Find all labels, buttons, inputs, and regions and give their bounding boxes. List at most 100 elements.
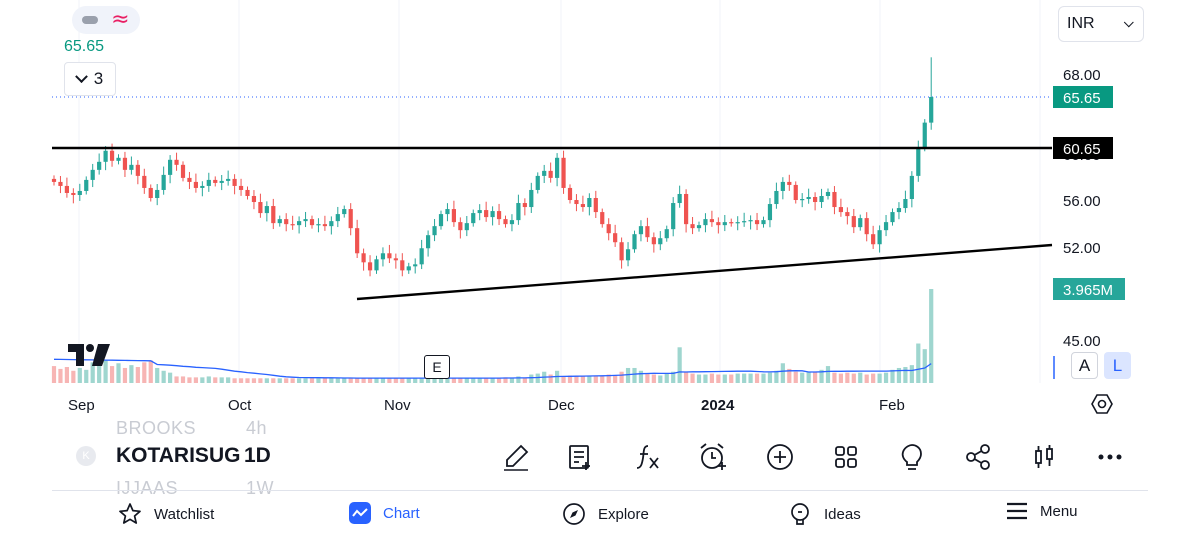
candle[interactable]	[845, 212, 850, 217]
candle[interactable]	[709, 219, 714, 223]
candle[interactable]	[864, 218, 869, 235]
candle[interactable]	[51, 178, 57, 182]
candle[interactable]	[490, 211, 495, 218]
candle[interactable]	[367, 262, 373, 271]
candle[interactable]	[245, 189, 250, 196]
candle[interactable]	[722, 222, 727, 226]
candle[interactable]	[896, 208, 902, 213]
candle[interactable]	[322, 224, 327, 227]
candle[interactable]	[458, 222, 463, 231]
candle[interactable]	[529, 189, 534, 208]
nav-explore[interactable]: Explore	[562, 502, 649, 526]
nav-chart[interactable]: Chart	[349, 502, 420, 524]
nav-ideas[interactable]: Ideas	[788, 502, 861, 526]
candle[interactable]	[503, 219, 508, 225]
candle[interactable]	[438, 214, 444, 227]
candle[interactable]	[671, 203, 676, 230]
candle[interactable]	[819, 195, 824, 203]
candle[interactable]	[677, 193, 682, 204]
candle[interactable]	[787, 181, 792, 185]
chart-settings-icon[interactable]	[1090, 392, 1114, 416]
add-circle-icon[interactable]	[763, 440, 797, 474]
candle[interactable]	[432, 226, 437, 236]
candle[interactable]	[916, 147, 921, 176]
candle[interactable]	[393, 258, 398, 261]
candle[interactable]	[206, 179, 211, 186]
candle[interactable]	[258, 202, 263, 214]
candle[interactable]	[690, 224, 695, 229]
candle[interactable]	[580, 204, 585, 208]
candle[interactable]	[142, 175, 147, 188]
candle[interactable]	[135, 164, 140, 176]
earnings-marker[interactable]: E	[424, 355, 450, 379]
candle[interactable]	[767, 204, 773, 221]
candle[interactable]	[625, 249, 631, 261]
candle[interactable]	[774, 190, 779, 205]
candle[interactable]	[238, 185, 244, 190]
candle[interactable]	[735, 222, 740, 224]
candle[interactable]	[509, 220, 515, 225]
support-trendline[interactable]	[356, 243, 1053, 301]
candle[interactable]	[890, 212, 895, 223]
candle[interactable]	[696, 225, 702, 229]
candle[interactable]	[380, 253, 386, 260]
candle[interactable]	[109, 150, 115, 161]
candle[interactable]	[374, 259, 379, 271]
candle[interactable]	[103, 150, 108, 162]
candle[interactable]	[180, 164, 186, 178]
candle[interactable]	[600, 212, 605, 225]
candle[interactable]	[232, 178, 237, 186]
candle[interactable]	[64, 185, 69, 193]
brush-icon[interactable]	[499, 440, 533, 474]
prev-symbol-timeframe[interactable]: 4h	[246, 418, 268, 438]
lightbulb-icon[interactable]	[895, 440, 929, 474]
candle[interactable]	[193, 181, 198, 188]
candle[interactable]	[97, 161, 102, 170]
candle[interactable]	[400, 260, 405, 271]
candle[interactable]	[606, 224, 611, 234]
candle[interactable]	[813, 196, 818, 203]
symbol-name[interactable]: KOTARISUG	[116, 444, 241, 467]
candle[interactable]	[825, 191, 831, 196]
candle[interactable]	[90, 169, 95, 180]
candle[interactable]	[84, 179, 89, 191]
candle[interactable]	[71, 192, 76, 195]
candle[interactable]	[168, 159, 173, 175]
candle[interactable]	[309, 219, 315, 226]
candle[interactable]	[116, 157, 121, 161]
candle[interactable]	[271, 206, 276, 224]
candle[interactable]	[58, 181, 63, 186]
candle[interactable]	[419, 248, 424, 265]
candle[interactable]	[645, 226, 650, 238]
candle[interactable]	[651, 237, 656, 245]
nav-watchlist[interactable]: Watchlist	[118, 502, 214, 526]
candle[interactable]	[148, 187, 153, 199]
candle[interactable]	[155, 189, 160, 199]
candle[interactable]	[316, 224, 321, 226]
candle[interactable]	[406, 266, 411, 271]
candle[interactable]	[484, 210, 489, 218]
candle[interactable]	[871, 234, 876, 245]
collapse-indicators-button[interactable]: 3	[64, 62, 116, 96]
candle[interactable]	[729, 222, 734, 224]
next-symbol-name[interactable]: IJJAAS	[116, 478, 179, 498]
indicator-toggle[interactable]: ≈	[72, 6, 140, 34]
candle[interactable]	[464, 223, 469, 231]
log-scale-button[interactable]: L	[1104, 352, 1131, 379]
candle[interactable]	[361, 253, 366, 263]
candle[interactable]	[638, 226, 644, 235]
candle[interactable]	[471, 213, 476, 224]
candle[interactable]	[277, 219, 282, 224]
candle[interactable]	[761, 220, 766, 225]
candle[interactable]	[413, 264, 418, 267]
candle[interactable]	[780, 181, 785, 191]
candle[interactable]	[909, 175, 914, 200]
candle[interactable]	[426, 235, 431, 249]
fx-icon[interactable]	[630, 440, 664, 474]
candle[interactable]	[877, 230, 882, 245]
price-chart[interactable]: 68.00 60.00 56.00 52.00 48.00 45.00 65.6…	[0, 0, 1200, 425]
candle[interactable]	[613, 233, 618, 243]
candle[interactable]	[800, 199, 805, 201]
minus-icon[interactable]	[82, 16, 99, 24]
candle[interactable]	[567, 187, 573, 201]
